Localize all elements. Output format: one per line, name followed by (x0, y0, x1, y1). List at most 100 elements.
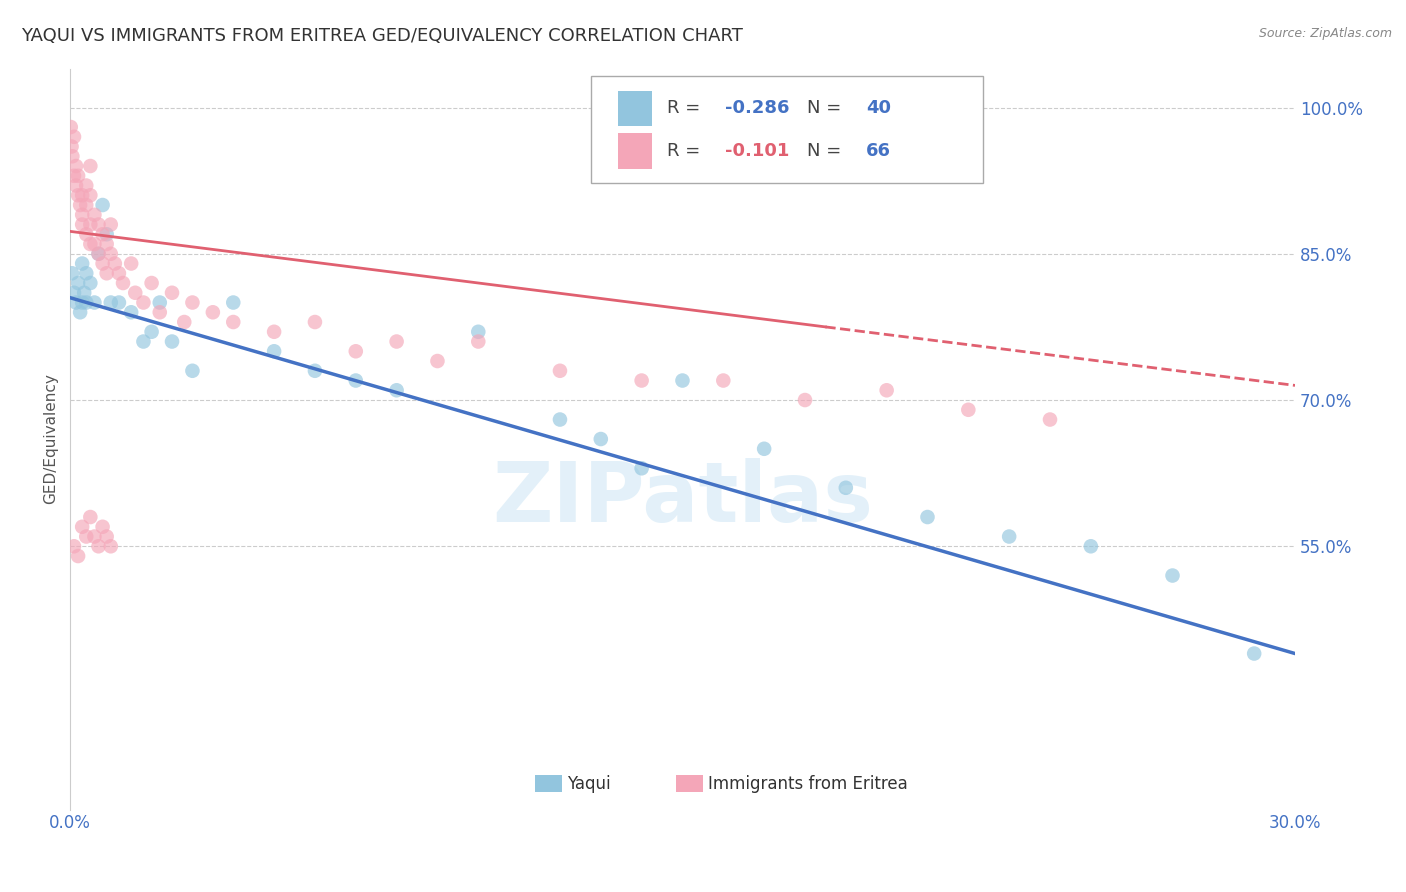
Point (70, 295, 93, 310)
Point (96, 227, 118, 242)
Point (75, 227, 97, 242)
Point (589, 432, 612, 446)
Point (1080, 539, 1102, 553)
Point (426, 354, 449, 368)
Point (794, 392, 817, 407)
Point (111, 276, 134, 290)
Point (100, 218, 122, 232)
FancyBboxPatch shape (676, 775, 703, 792)
Point (263, 325, 285, 339)
Point (69, 305, 91, 319)
Point (548, 412, 571, 426)
Text: Immigrants from Eritrea: Immigrants from Eritrea (709, 774, 908, 793)
Point (87, 247, 110, 261)
Point (467, 325, 489, 339)
Point (1039, 412, 1062, 426)
Text: N =: N = (807, 142, 848, 160)
Point (67, 169, 90, 183)
Point (65, 178, 87, 193)
Point (91, 520, 114, 534)
Point (1161, 568, 1184, 582)
Point (344, 344, 367, 359)
Text: R =: R = (666, 99, 706, 118)
Point (75, 198, 97, 212)
Point (75, 529, 97, 543)
Point (132, 334, 155, 349)
Point (100, 247, 122, 261)
Point (181, 364, 204, 378)
Point (70, 520, 93, 534)
Point (108, 295, 131, 310)
Point (222, 295, 245, 310)
FancyBboxPatch shape (617, 134, 652, 169)
Point (752, 442, 775, 456)
Point (83, 529, 105, 543)
Point (385, 334, 408, 349)
Point (132, 295, 155, 310)
Text: Yaqui: Yaqui (567, 774, 612, 793)
Point (60, 139, 83, 153)
Point (60, 149, 83, 163)
Point (160, 285, 183, 300)
Point (79, 188, 101, 202)
Point (63, 169, 86, 183)
Point (63, 285, 86, 300)
Point (957, 402, 980, 417)
Point (104, 256, 127, 270)
Point (304, 364, 326, 378)
Point (87, 539, 110, 553)
Point (108, 266, 131, 280)
Point (83, 208, 105, 222)
Point (91, 256, 114, 270)
Text: ZIPatlas: ZIPatlas (492, 458, 873, 539)
Point (70, 218, 93, 232)
Point (91, 227, 114, 242)
Point (67, 549, 90, 563)
Point (65, 159, 87, 173)
Point (201, 305, 224, 319)
Text: YAQUI VS IMMIGRANTS FROM ERITREA GED/EQUIVALENCY CORRELATION CHART: YAQUI VS IMMIGRANTS FROM ERITREA GED/EQU… (21, 27, 742, 45)
Point (344, 374, 367, 388)
Point (75, 178, 97, 193)
Point (70, 208, 93, 222)
Point (67, 276, 90, 290)
Point (120, 256, 142, 270)
Point (83, 295, 105, 310)
Point (79, 237, 101, 252)
Point (75, 295, 97, 310)
Point (141, 325, 163, 339)
Y-axis label: GED/Equivalency: GED/Equivalency (44, 374, 58, 505)
Point (59, 120, 82, 134)
Point (917, 510, 939, 524)
FancyBboxPatch shape (536, 775, 562, 792)
Point (100, 539, 122, 553)
Point (671, 374, 693, 388)
Point (69, 198, 91, 212)
Point (91, 198, 114, 212)
Point (173, 315, 195, 329)
Point (67, 188, 90, 202)
Text: 66: 66 (866, 142, 891, 160)
Point (120, 305, 142, 319)
Point (998, 529, 1021, 543)
Point (79, 510, 101, 524)
Text: -0.101: -0.101 (725, 142, 790, 160)
Point (75, 266, 97, 280)
Point (63, 539, 86, 553)
Point (835, 481, 858, 495)
Point (141, 276, 163, 290)
Point (63, 129, 86, 144)
Point (222, 315, 245, 329)
Point (263, 344, 285, 359)
Text: -0.286: -0.286 (725, 99, 790, 118)
Point (96, 266, 118, 280)
Point (79, 159, 101, 173)
Text: Source: ZipAtlas.com: Source: ZipAtlas.com (1258, 27, 1392, 40)
Point (100, 295, 122, 310)
Point (124, 285, 146, 300)
Point (70, 256, 93, 270)
Text: R =: R = (666, 142, 706, 160)
Point (876, 384, 898, 398)
Point (96, 529, 118, 543)
Point (73, 285, 96, 300)
